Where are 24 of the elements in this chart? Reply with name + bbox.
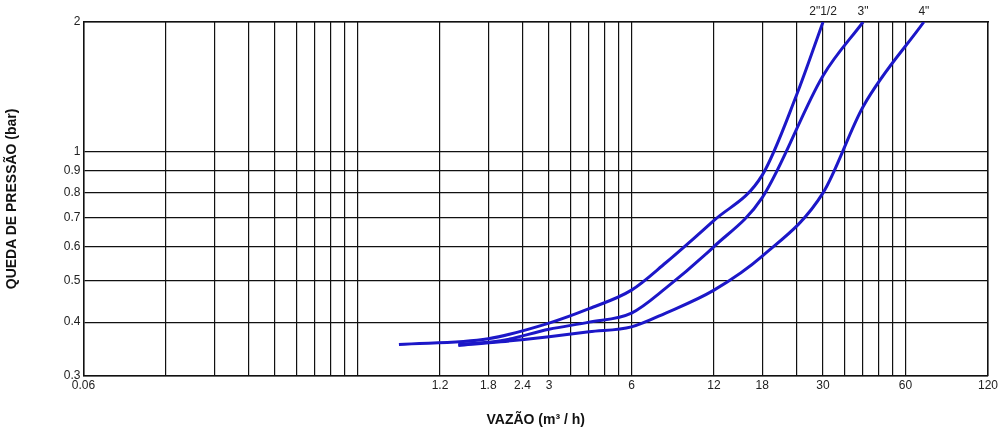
x-tick-label: 30 — [816, 378, 831, 393]
y-tick-label: 0.4 — [63, 314, 81, 329]
y-tick-label: 0.8 — [63, 185, 81, 200]
y-tick-label: 2 — [73, 14, 81, 29]
y-tick-label: 0.5 — [63, 272, 81, 287]
y-tick-label: 0.9 — [63, 163, 81, 178]
y-tick-label: 0.7 — [63, 210, 81, 225]
x-tick-label: 6 — [628, 378, 636, 393]
x-tick-label: 1.2 — [431, 378, 449, 393]
y-tick-label: 1 — [73, 143, 81, 158]
x-tick-label: 0.06 — [71, 378, 96, 393]
x-tick-label: 2.4 — [514, 378, 532, 393]
x-axis-title: VAZÃO (m³ / h) — [486, 410, 585, 428]
series-label: 4" — [918, 4, 930, 19]
x-tick-label: 120 — [977, 378, 999, 393]
x-tick-label: 60 — [898, 378, 913, 393]
x-tick-label: 18 — [755, 378, 770, 393]
y-axis-title: QUEDA DE PRESSÃO (bar) — [2, 108, 20, 290]
x-tick-label: 1.8 — [479, 378, 497, 393]
series-label: 3" — [857, 4, 869, 19]
x-tick-label: 3 — [545, 378, 553, 393]
y-tick-label: 0.6 — [63, 238, 81, 253]
x-tick-label: 12 — [707, 378, 721, 393]
series-label: 2"1/2 — [809, 4, 838, 19]
